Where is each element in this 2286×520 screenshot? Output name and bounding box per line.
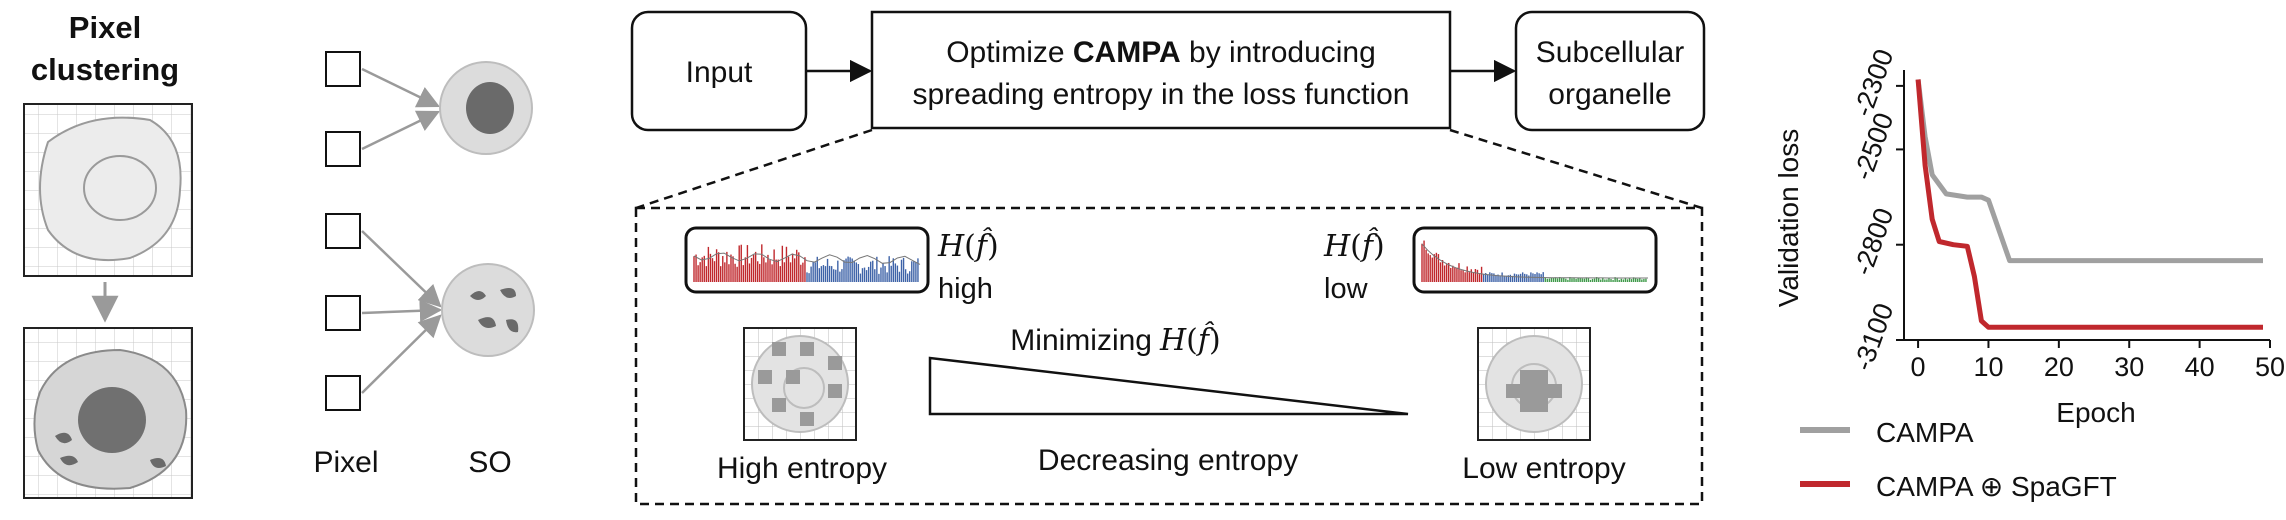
low-entropy-spectrum — [1412, 226, 1658, 294]
h-symbol-high: H — [937, 229, 965, 264]
so-nucleus-1 — [466, 82, 514, 134]
y-tick-label: -2500 — [1848, 109, 1900, 184]
zoom-line-left — [635, 128, 873, 210]
h-symbol-low: H — [1323, 229, 1351, 264]
output-box — [1514, 10, 1706, 132]
minimizing-label: Minimizing — [1010, 324, 1152, 357]
optimize-line2: spreading entropy in the loss function — [913, 78, 1410, 111]
raw-nucleus-shape — [83, 155, 157, 221]
high-entropy-label: High entropy — [717, 452, 887, 485]
pixel-clustering-panel: Pixel clustering — [23, 10, 193, 499]
chart-xlabel: Epoch — [2056, 397, 2135, 428]
high-spectrum-bars — [693, 244, 921, 282]
legend-label-campa: CAMPA — [1876, 417, 1974, 448]
clustered-nucleus — [78, 387, 146, 453]
series-line-campa-spagft — [1915, 79, 2263, 330]
pixel-square-3 — [325, 213, 361, 249]
h-symbol-min: H — [1159, 323, 1187, 358]
flow-panel: Input Optimize CAMPA by introducing spre… — [630, 10, 1706, 506]
chart-ylabel: Validation loss — [1773, 129, 1804, 307]
optimize-box — [870, 10, 1452, 130]
spectrum-envelope — [1421, 243, 1648, 279]
decreasing-entropy-wedge — [928, 356, 1409, 416]
output-line1: Subcellular — [1536, 36, 1684, 69]
chart-axes — [1903, 70, 2270, 341]
so-organelle-b — [500, 288, 516, 298]
legend-label-campa-spagft: CAMPA ⊕ SpaGFT — [1876, 471, 2117, 502]
so-organelle-a — [470, 291, 486, 300]
h-f-low: H(f̂) — [1323, 227, 1385, 264]
low-label: low — [1324, 273, 1369, 305]
optimize-suffix: by introducing — [1181, 36, 1376, 69]
x-tick-label: 20 — [2044, 352, 2074, 382]
chart-legend: CAMPA CAMPA ⊕ SpaGFT — [1800, 417, 2117, 502]
x-tick-label: 10 — [1973, 352, 2003, 382]
low-entropy-grid — [1477, 327, 1591, 441]
optimize-bold: CAMPA — [1073, 36, 1181, 69]
clustered-organelle-3 — [150, 458, 166, 468]
low-entropy-label: Low entropy — [1462, 452, 1625, 485]
minimizing-text: Minimizing — [1010, 324, 1152, 357]
input-label: Input — [686, 56, 753, 89]
pixel-square-1 — [325, 51, 361, 87]
output-line2: organelle — [1548, 78, 1671, 111]
y-tick-label: -2800 — [1848, 204, 1900, 279]
x-tick-label: 0 — [1911, 352, 1926, 382]
optimize-prefix: Optimize — [946, 36, 1073, 69]
zoom-line-right — [1449, 128, 1703, 210]
high-entropy-grid — [743, 327, 857, 441]
so-caption: SO — [468, 446, 511, 479]
h-f-min: H(f̂) — [1159, 321, 1221, 358]
x-tick-label: 40 — [2185, 352, 2215, 382]
low-spectrum-bars — [1421, 240, 1648, 282]
clustered-cell-grid — [23, 327, 193, 499]
validation-loss-chart: 0 10 20 30 40 50 -2300-2500 -2800 -3100 Epoch Va… — [1773, 45, 2285, 502]
clustered-organelle-2 — [60, 455, 78, 466]
y-tick-label: -3100 — [1848, 299, 1900, 374]
raw-cell-shape — [39, 116, 182, 262]
y-tick-label: -2300 — [1848, 45, 1900, 120]
map-arrow-4 — [361, 299, 443, 323]
decreasing-entropy-label: Decreasing entropy — [1038, 444, 1298, 477]
entropy-detail-box — [634, 206, 1704, 506]
pixel-square-4 — [325, 295, 361, 331]
clustered-organelle-1 — [55, 432, 72, 444]
high-entropy-spectrum — [684, 226, 930, 294]
chart-series — [1915, 79, 2263, 330]
so-cell-2 — [441, 263, 535, 357]
high-label: high — [938, 273, 993, 305]
chart-ticks: 0 10 20 30 40 50 -2300-2500 -2800 -3100 — [1848, 45, 2285, 382]
pixel-clustering-title-line2: clustering — [31, 52, 179, 87]
pixel-clustering-title-line1: Pixel — [69, 10, 141, 45]
x-tick-label: 30 — [2114, 352, 2144, 382]
series-line-campa — [1915, 79, 2263, 264]
pixel-caption: Pixel — [313, 446, 378, 479]
h-f-high: H(f̂) — [937, 227, 999, 264]
optimize-line1: Optimize CAMPA by introducing — [946, 36, 1376, 69]
raw-cell-grid — [23, 103, 193, 277]
map-arrow-5 — [361, 314, 442, 394]
x-tick-label: 50 — [2255, 352, 2285, 382]
pixel-square-2 — [325, 131, 361, 167]
map-arrow-3 — [361, 230, 442, 308]
pixel-so-mapping-panel: Pixel SO — [313, 51, 535, 479]
map-arrow-1 — [361, 67, 441, 108]
so-organelle-d — [506, 319, 519, 333]
pixel-square-5 — [325, 375, 361, 411]
spectrum-envelope — [693, 252, 921, 265]
map-arrow-2 — [361, 110, 441, 151]
so-organelle-c — [478, 317, 496, 328]
